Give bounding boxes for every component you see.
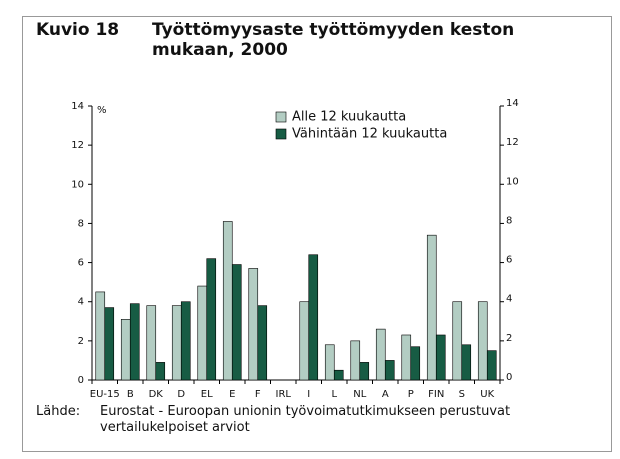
y2-tick-label: 0 [506, 372, 512, 383]
bar [180, 301, 191, 381]
chart: 0 2 4 6 8 10 12 14 0 2 4 6 8 10 12 14% EU-15 B DK D EL E F IRL I… [71, 98, 519, 400]
bar [155, 362, 166, 381]
x-tick-label: IRL [276, 389, 292, 400]
bar [120, 319, 131, 381]
y-tick-label: 14 [71, 101, 84, 112]
bar [248, 268, 259, 381]
x-tick-label: S [459, 389, 465, 400]
bar [384, 360, 395, 381]
bar [146, 305, 157, 381]
bar [461, 344, 472, 381]
x-tick-label: D [177, 389, 185, 400]
figure-number: Kuvio 18 [36, 20, 120, 40]
chart-title: Työttömyysaste työttömyyden keston mukaa… [152, 20, 515, 60]
y2-tick-label: 14 [506, 98, 519, 109]
bar [95, 291, 106, 381]
bar [359, 362, 370, 381]
y2-tick-label: 2 [506, 333, 512, 344]
bar [350, 340, 361, 381]
x-tick-label: NL [353, 389, 366, 400]
y-tick-label: 4 [78, 297, 84, 308]
x-tick-label: EL [201, 389, 213, 400]
x-tick-label: FIN [428, 389, 444, 400]
bar [222, 221, 233, 381]
frame [22, 16, 612, 452]
x-tick-label: P [408, 389, 414, 400]
legend-label: Vähintään 12 kuukautta [292, 127, 447, 142]
x-tick-label: A [382, 389, 389, 400]
y-tick-label: 8 [78, 218, 84, 229]
bar [231, 264, 242, 381]
y-unit: % [97, 105, 107, 116]
bar [324, 344, 335, 381]
y-tick-label: 2 [78, 336, 84, 347]
x-tick-label: EU-15 [90, 389, 120, 400]
bar [197, 285, 208, 381]
y2-tick-label: 12 [506, 137, 519, 148]
bar [486, 350, 497, 381]
x-tick-label: B [127, 389, 134, 400]
bar [206, 258, 217, 381]
bar [452, 301, 463, 381]
bar [477, 301, 488, 381]
x-tick-label: F [255, 389, 261, 400]
source-text: Eurostat - Euroopan unionin työvoimatutk… [100, 404, 511, 435]
y-tick-label: 10 [71, 179, 84, 190]
legend-swatch [275, 128, 287, 140]
y-tick-label: 0 [78, 375, 84, 386]
y2-tick-label: 8 [506, 215, 512, 226]
y-tick-label: 6 [78, 258, 84, 269]
bar [435, 334, 446, 381]
x-tick-label: UK [480, 389, 494, 400]
bar [401, 334, 412, 381]
legend-label: Alle 12 kuukautta [292, 110, 406, 125]
source-label: Lähde: [36, 404, 81, 419]
x-tick-label: E [229, 389, 235, 400]
bar [426, 234, 437, 381]
bar [104, 307, 115, 381]
bar [129, 303, 140, 381]
y2-tick-label: 10 [506, 176, 519, 187]
bar [299, 301, 310, 381]
y-tick-label: 12 [71, 140, 84, 151]
bar [375, 328, 386, 381]
bar [333, 369, 344, 381]
bar [257, 305, 268, 381]
bar [308, 254, 319, 381]
bar [410, 346, 421, 381]
legend-swatch [275, 111, 287, 123]
x-tick-label: DK [149, 389, 164, 400]
y2-tick-label: 6 [506, 255, 512, 266]
x-tick-label: I [307, 389, 310, 400]
y2-tick-label: 4 [506, 294, 512, 305]
bar [171, 305, 182, 381]
x-tick-label: L [331, 389, 337, 400]
